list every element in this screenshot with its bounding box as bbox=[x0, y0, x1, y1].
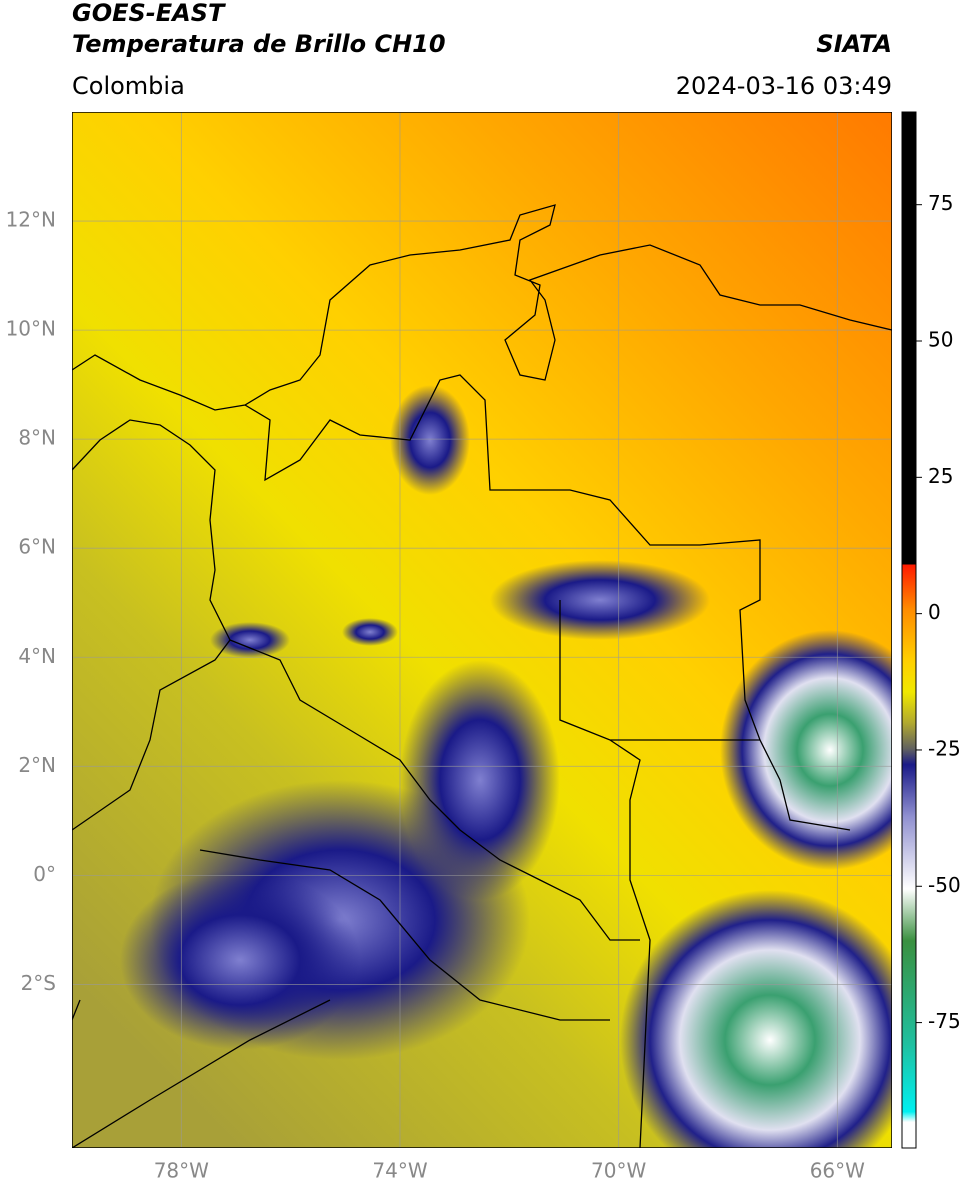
lat-tick-label: 2°N bbox=[18, 753, 56, 777]
colorbar bbox=[901, 111, 917, 1149]
map bbox=[72, 112, 892, 1148]
lat-tick-label: 8°N bbox=[18, 426, 56, 450]
lon-tick-label: 66°W bbox=[810, 1159, 865, 1183]
title: GOES-EAST bbox=[72, 0, 226, 27]
source: SIATA bbox=[816, 30, 892, 58]
ticks: 12°N 10°N 8°N 6°N 4°N 2°N 0° 2°S 78°W 74°W 70°W 66°… bbox=[6, 191, 961, 1182]
colorbar-tick-label: 25 bbox=[928, 464, 953, 488]
colorbar-tick-label: 0 bbox=[928, 600, 941, 624]
subtitle: Temperatura de Brillo CH10 bbox=[72, 30, 446, 58]
lat-tick-label: 10°N bbox=[6, 317, 56, 341]
colorbar-tick-label: -75 bbox=[928, 1009, 961, 1033]
lon-tick-label: 74°W bbox=[372, 1159, 427, 1183]
colorbar-tick-label: -50 bbox=[928, 873, 961, 897]
lon-tick-label: 70°W bbox=[591, 1159, 646, 1183]
lon-tick-label: 78°W bbox=[154, 1159, 209, 1183]
coastline bbox=[72, 204, 892, 1021]
borders bbox=[72, 374, 851, 1148]
lat-tick-label: 2°S bbox=[21, 971, 56, 995]
lat-tick-label: 6°N bbox=[18, 535, 56, 559]
colorbar-tick-label: -25 bbox=[928, 736, 961, 760]
colorbar-tick-label: 50 bbox=[928, 328, 953, 352]
lat-tick-label: 0° bbox=[33, 862, 56, 886]
lat-tick-label: 4°N bbox=[18, 644, 56, 668]
grid bbox=[72, 112, 892, 1148]
region: Colombia bbox=[72, 72, 185, 100]
clouds bbox=[120, 385, 892, 1148]
lat-tick-label: 12°N bbox=[6, 208, 56, 232]
colorbar-tick-label: 75 bbox=[928, 191, 953, 215]
datetime: 2024-03-16 03:49 bbox=[676, 72, 892, 100]
